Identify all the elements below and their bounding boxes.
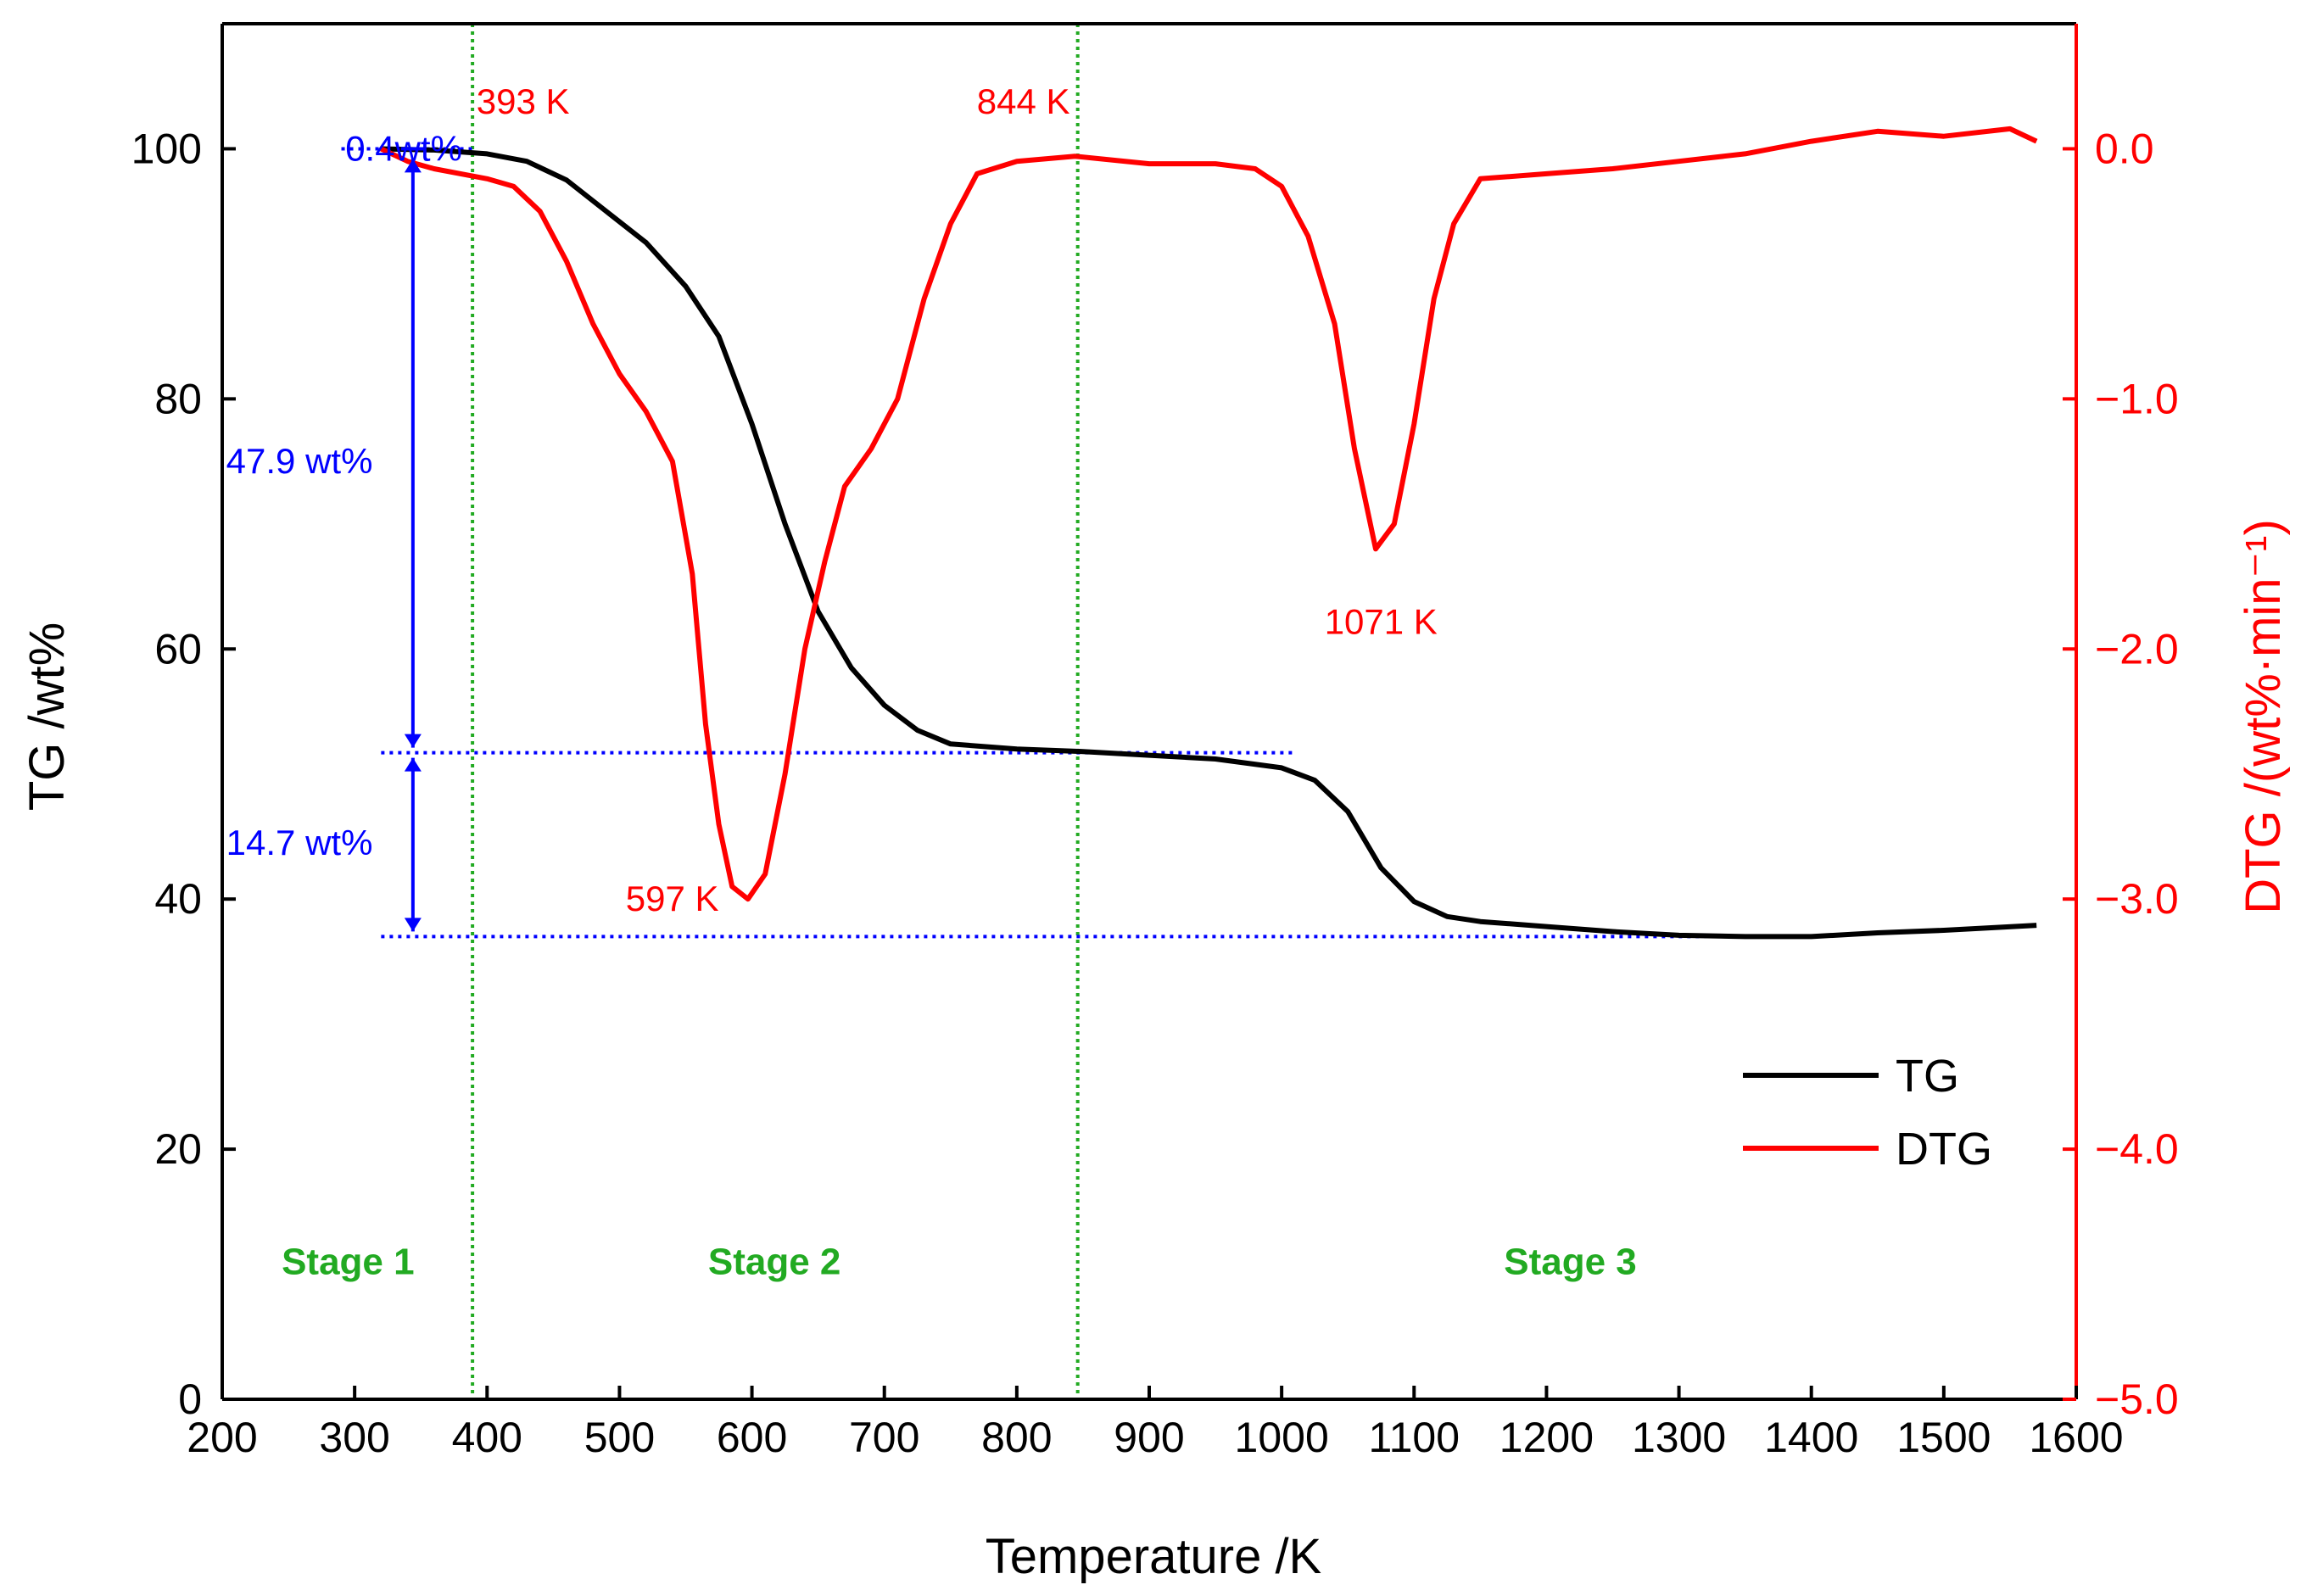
stage-label-2: Stage 2	[708, 1242, 841, 1283]
y-right-tick-label: −5.0	[2095, 1376, 2179, 1423]
arrow-stage-2-head-bottom	[404, 734, 422, 748]
y-left-tick-label: 60	[154, 625, 202, 672]
y-right-tick-label: −1.0	[2095, 375, 2179, 422]
tg-series-line	[381, 146, 2037, 940]
x-tick-label: 1400	[1764, 1414, 1858, 1461]
x-tick-label: 1000	[1235, 1414, 1329, 1461]
peak-label-844-k: 844 K	[977, 81, 1070, 121]
stage-label-1: Stage 1	[282, 1242, 415, 1283]
x-tick-label: 300	[319, 1414, 389, 1461]
y-right-tick-label: −3.0	[2095, 875, 2179, 923]
x-tick-label: 600	[717, 1414, 787, 1461]
y-left-tick-label: 0	[178, 1376, 202, 1423]
y-left-tick-label: 20	[154, 1125, 202, 1173]
y-left-axis-title: TG /wt%	[20, 622, 75, 811]
x-tick-label: 700	[849, 1414, 919, 1461]
y-right-axis-title: DTG /(wt%·min⁻¹)	[2236, 519, 2291, 914]
legend-label-tg: TG	[1896, 1051, 1959, 1102]
dtg-series-line	[380, 126, 2038, 902]
x-tick-label: 1600	[2029, 1414, 2123, 1461]
x-tick-label: 900	[1114, 1414, 1184, 1461]
legend-label-dtg: DTG	[1896, 1124, 1992, 1175]
x-tick-label: 200	[187, 1414, 257, 1461]
arrow-stage-2-head-top	[404, 159, 422, 173]
arrow-stage-3-head-bottom	[404, 918, 422, 932]
mass-loss-label-2: 47.9 wt%	[226, 441, 373, 481]
y-right-tick-label: −2.0	[2095, 625, 2179, 672]
x-tick-label: 500	[584, 1414, 655, 1461]
mass-loss-label-1: 0.4wt%	[345, 128, 462, 168]
x-tick-label: 1100	[1369, 1414, 1460, 1461]
x-tick-label: 1200	[1499, 1414, 1594, 1461]
y-left-tick-label: 40	[154, 875, 202, 923]
y-left-tick-label: 80	[154, 375, 202, 422]
mass-loss-label-3: 14.7 wt%	[226, 823, 373, 862]
x-tick-label: 400	[452, 1414, 522, 1461]
x-axis-title: Temperature /K	[986, 1529, 1322, 1584]
x-tick-label: 800	[981, 1414, 1052, 1461]
peak-label-597-k: 597 K	[626, 879, 719, 918]
x-tick-label: 1500	[1896, 1414, 1991, 1461]
x-tick-label: 1300	[1632, 1414, 1726, 1461]
y-right-tick-label: 0.0	[2095, 125, 2154, 172]
arrow-stage-3-head-top	[404, 757, 422, 772]
peak-label-1071-k: 1071 K	[1325, 602, 1438, 642]
y-left-tick-label: 100	[131, 125, 202, 172]
y-right-tick-label: −4.0	[2095, 1125, 2179, 1173]
peak-label-393-k: 393 K	[477, 81, 570, 121]
stage-label-3: Stage 3	[1504, 1242, 1637, 1283]
